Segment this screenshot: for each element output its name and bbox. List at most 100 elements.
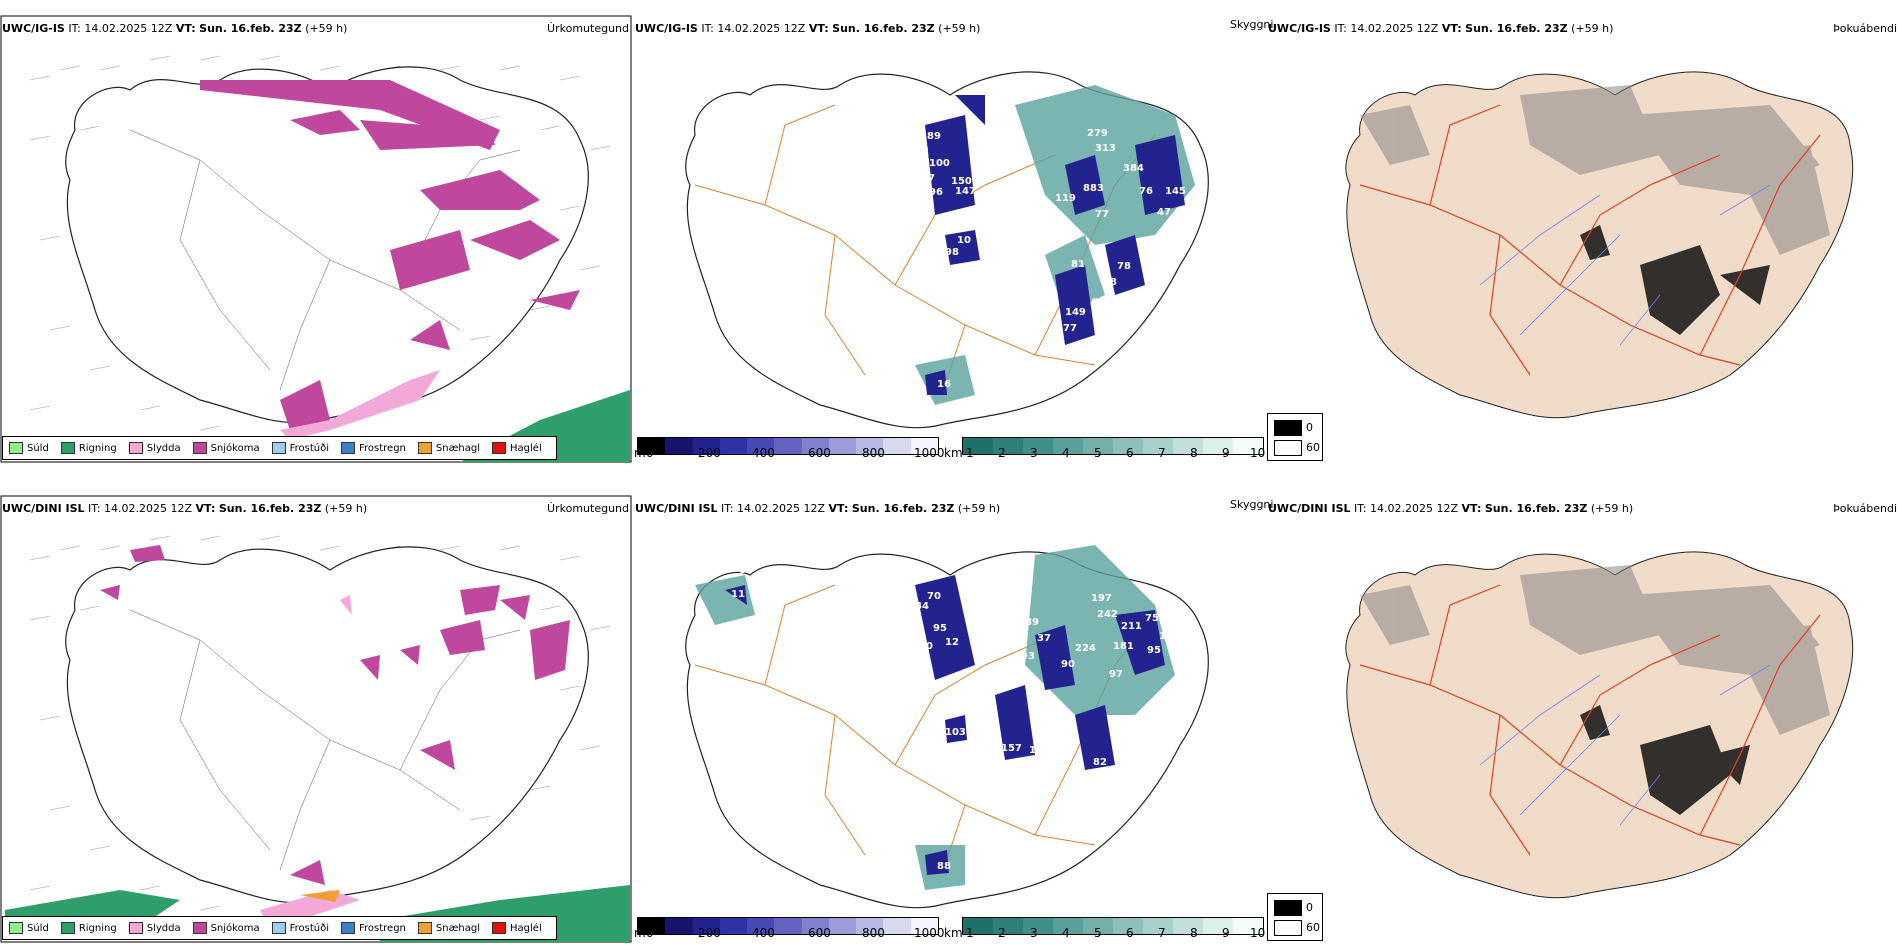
legend-item: Rigning [60, 442, 117, 454]
row1-ceiling-labels: m 0 200 400 600 800 1000 [634, 446, 945, 460]
sleet-areas [280, 370, 440, 440]
row1-vis-title: Skyggni [1230, 18, 1274, 31]
vis-value: 181 [1113, 641, 1134, 652]
vis-value: 97 [921, 173, 935, 184]
vis-value: 81 [1071, 259, 1085, 270]
colorbar-step [665, 438, 693, 454]
row2-fog-title: Þokuábendi [1833, 502, 1897, 515]
vis-value: 89 [1025, 617, 1039, 628]
colorbar-step [963, 918, 993, 934]
vis-value: 119 [1051, 233, 1072, 244]
colorbar-step [1233, 438, 1263, 454]
row2-precip-legend: Súld Rigning Slydda Snjókoma Frostúði Fr… [2, 916, 557, 940]
snow-areas [200, 80, 580, 430]
roads [129, 609, 521, 871]
colorbar-step [993, 918, 1023, 934]
row1-vis-header: UWC/IG-IS IT: 14.02.2025 12Z VT: Sun. 16… [635, 22, 981, 35]
colorbar-step [1083, 918, 1113, 934]
row2-vis-title: Skyggni [1230, 498, 1274, 511]
colorbar-step [801, 438, 829, 454]
vis-value: 125 [1061, 783, 1082, 794]
vis-value: 47 [1157, 207, 1171, 218]
row1-visibility-colorbar [962, 437, 1264, 455]
colorbar-step [828, 918, 857, 934]
legend-item: Súld [9, 922, 49, 934]
vis-value: 75 [1145, 613, 1159, 624]
row2-fog-map [1345, 551, 1854, 899]
legend-item: Snjókoma [192, 922, 260, 934]
row2-visibility-labels: km 1 2 3 4 5 6 7 8 9 10 [944, 926, 1266, 940]
legend-item: Haglél [492, 922, 542, 934]
colorbar-step [665, 918, 693, 934]
colorbar-step [747, 438, 775, 454]
colorbar-step [692, 438, 720, 454]
rivers [1479, 664, 1771, 826]
vis-value: 93 [1021, 651, 1035, 662]
row2-precip-header: UWC/DINI ISL IT: 14.02.2025 12Z VT: Sun.… [2, 502, 368, 515]
roads [129, 129, 521, 391]
vis-value: 82 [1093, 757, 1107, 768]
vis-value: 97 [1109, 669, 1123, 680]
vis-value: 78 [1117, 261, 1131, 272]
colorbar-step [856, 438, 884, 454]
vis-value: 149 [1065, 307, 1086, 318]
vis-value: 119 [1055, 193, 1076, 204]
row1-precip-title: Úrkomutegund [547, 22, 629, 35]
colorbar-step [747, 918, 775, 934]
legend-swatch [341, 442, 355, 454]
legend-swatch [417, 922, 432, 934]
colorbar-step [638, 918, 666, 934]
vis-value: 77 [1095, 209, 1109, 220]
roads [1359, 584, 1821, 856]
legend-item: Snæhagl [417, 922, 480, 934]
row1-precip-map [0, 15, 632, 463]
legend-swatch [9, 442, 23, 454]
row2-fog-header: UWC/DINI ISL IT: 14.02.2025 12Z VT: Sun.… [1268, 502, 1634, 515]
vis-value: 68 [1063, 807, 1077, 818]
legend-swatch [341, 922, 355, 934]
colorbar-step [1023, 918, 1053, 934]
snow-areas [100, 545, 570, 885]
vis-value: 147 [955, 186, 976, 197]
low-ceiling [725, 575, 1165, 875]
legend-swatch [192, 922, 207, 934]
rivers [1479, 184, 1771, 346]
colorbar-step [638, 438, 666, 454]
vis-value: 90 [1045, 209, 1059, 220]
colorbar-step [1053, 918, 1083, 934]
iceland-outline [65, 66, 589, 424]
vis-value: 10 [957, 235, 971, 246]
colorbar-step [1113, 438, 1143, 454]
legend-swatch [192, 442, 207, 454]
legend-item: Snjókoma [192, 442, 260, 454]
vis-value: 78 [1119, 741, 1133, 752]
low-ceiling [925, 95, 1185, 395]
legend-swatch [1274, 900, 1302, 916]
row1-visibility-labels: km 1 2 3 4 5 6 7 8 9 10 [944, 446, 1266, 460]
colorbar-step [1233, 918, 1263, 934]
colorbar-step [1203, 438, 1233, 454]
vis-value: 37 [1037, 633, 1051, 644]
colorbar-step [692, 918, 720, 934]
row2-visibility-colorbar [962, 917, 1264, 935]
vis-value: 313 [1095, 143, 1116, 154]
legend-item: Frostregn [341, 922, 406, 934]
fog-shading [1360, 85, 1830, 255]
legend-item: Snæhagl [417, 442, 480, 454]
visibility-labels: 89 82 100 97 150 96 147 279 313 384 883 … [915, 128, 1186, 390]
legend-swatch [1274, 920, 1302, 936]
vis-value: 100 [929, 158, 950, 169]
vis-value: 21 [1035, 263, 1049, 274]
colorbar-step [910, 918, 938, 934]
legend-swatch [60, 442, 75, 454]
legend-item: Slydda [128, 922, 181, 934]
vis-value: 211 [1121, 621, 1142, 632]
legend-swatch [271, 442, 286, 454]
colorbar-step [883, 438, 911, 454]
row1-fog-legend: 0 60 [1267, 413, 1323, 461]
row2-vis-header: UWC/DINI ISL IT: 14.02.2025 12Z VT: Sun.… [635, 502, 1001, 515]
vis-value: 98 [945, 247, 959, 258]
legend-swatch [9, 922, 23, 934]
row1-fog-map [1345, 71, 1854, 419]
roads [694, 584, 1156, 866]
